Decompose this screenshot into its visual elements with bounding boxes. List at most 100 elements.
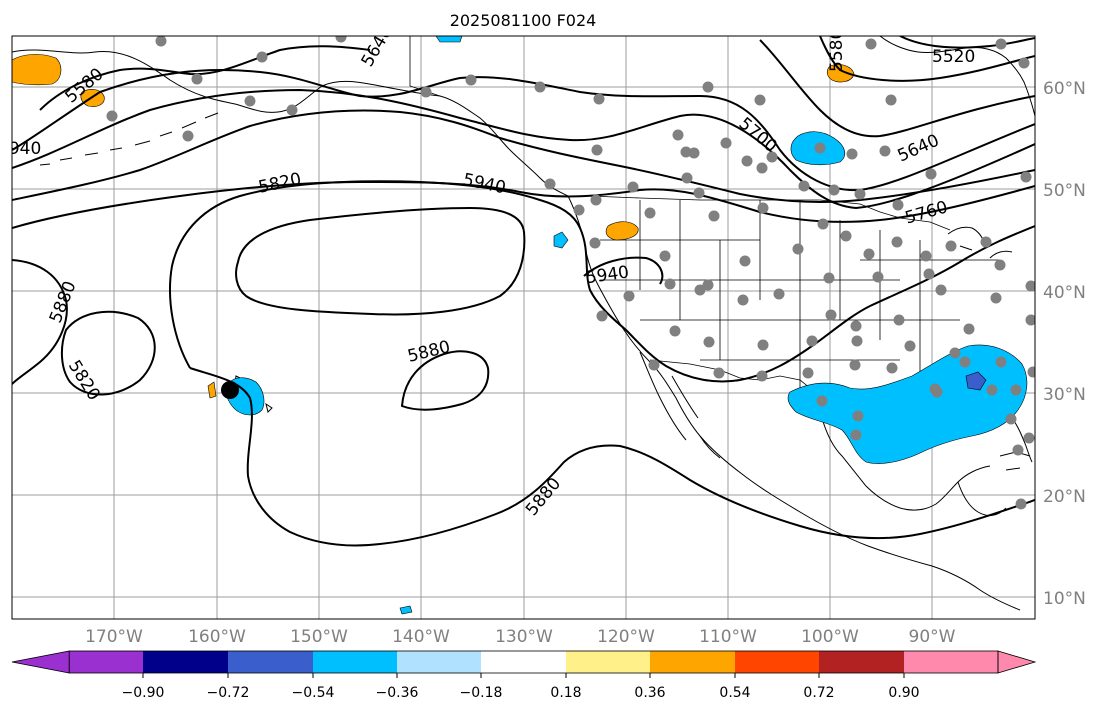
station-dot — [708, 210, 720, 222]
station-dot — [155, 36, 167, 47]
baja-california — [639, 351, 699, 441]
station-dot — [590, 194, 602, 206]
colorbar-tick-label: −0.90 — [122, 685, 165, 701]
lon-label: 160°W — [188, 627, 246, 647]
station-dot — [995, 38, 1007, 50]
lat-label: 60°N — [1043, 79, 1086, 99]
colorbar-outline — [68, 650, 999, 674]
station-dot — [892, 199, 904, 211]
contour-5880-east-pacific — [12, 259, 68, 385]
station-dot — [792, 243, 804, 255]
station-dot — [420, 86, 432, 98]
station-dot — [817, 218, 829, 230]
colorbar-segment — [228, 651, 313, 673]
station-dot — [1023, 432, 1035, 444]
storm-center-marker — [221, 381, 239, 399]
contour-5820-small-loop — [60, 310, 156, 396]
mexico-pacific-coast — [699, 435, 1021, 611]
station-dot — [846, 148, 858, 160]
station-dot — [1025, 314, 1035, 326]
colorbar-segment — [397, 651, 481, 673]
station-dot — [741, 155, 753, 167]
hudson-bay — [879, 36, 1035, 117]
station-dot — [589, 237, 601, 249]
station-dot — [850, 320, 862, 332]
height-contours — [12, 36, 1035, 547]
station-dot — [737, 294, 749, 306]
station-dot — [879, 145, 891, 157]
contour-label: 5520 — [932, 47, 975, 67]
station-dot — [1025, 280, 1035, 292]
station-dot — [694, 284, 706, 296]
station-dot — [852, 410, 864, 422]
station-dot — [627, 181, 639, 193]
contour-5820-north — [12, 180, 1035, 229]
observation-stations — [106, 36, 1035, 510]
station-dot — [963, 323, 975, 335]
station-dot — [713, 367, 725, 379]
contour-5580-canada — [819, 36, 1035, 82]
station-dot — [664, 278, 676, 290]
contour-5520 — [899, 36, 1035, 49]
colorbar-tick-label: 0.36 — [634, 685, 665, 701]
station-dot — [1020, 171, 1032, 183]
station-dot — [1010, 384, 1022, 396]
station-dot — [850, 429, 862, 441]
colorbar-extension-max — [997, 650, 1037, 674]
colorbar-segment — [143, 651, 228, 673]
station-dot — [840, 230, 852, 242]
contour-5580 — [39, 45, 371, 111]
station-dot — [256, 51, 268, 63]
station-dot — [814, 142, 826, 154]
colorbar-segment — [819, 651, 904, 673]
station-dot — [872, 271, 884, 283]
station-dot — [702, 81, 714, 93]
colorbar-segment — [69, 651, 143, 673]
station-dot — [935, 284, 947, 296]
alaska-positive-anomaly-west — [12, 54, 62, 86]
station-dot — [756, 162, 768, 174]
station-dot — [825, 309, 837, 321]
lon-label: 120°W — [597, 627, 655, 647]
station-dot — [335, 36, 347, 43]
colorbar-tick-label: −0.54 — [292, 685, 335, 701]
colorbar-segment — [481, 651, 566, 673]
colorbar-tick-label: −0.72 — [207, 685, 250, 701]
station-dot — [766, 151, 778, 163]
station-dot — [1012, 444, 1024, 456]
longitude-labels: 170°W 160°W 150°W 140°W 130°W 120°W 110°… — [85, 627, 956, 647]
station-dot — [680, 146, 692, 158]
station-dot — [823, 272, 835, 284]
station-dot — [672, 129, 684, 141]
lon-label: 170°W — [85, 627, 143, 647]
station-dot — [702, 279, 714, 291]
station-dot — [544, 178, 556, 190]
contour-5880-main — [169, 180, 1035, 383]
station-dot — [596, 310, 608, 322]
gulf-negative-anomaly-region — [787, 344, 1028, 464]
station-dot — [286, 104, 298, 116]
map-panel: 5580 5940 5820 5640 5580 5520 5700 5640 … — [0, 35, 1036, 620]
station-dot — [1015, 498, 1027, 510]
station-dot — [720, 137, 732, 149]
station-dot — [534, 81, 546, 93]
station-dot — [995, 356, 1007, 368]
station-dot — [816, 395, 828, 407]
station-dot — [182, 130, 194, 142]
station-dot — [959, 356, 971, 368]
graticule — [12, 36, 1035, 619]
station-dot — [865, 38, 877, 50]
station-dot — [980, 236, 992, 248]
colorbar-segment — [650, 651, 735, 673]
station-dot — [949, 347, 961, 359]
lon-label: 140°W — [392, 627, 450, 647]
contour-5940-north-pacific — [235, 206, 526, 316]
colorbar-extension-min — [11, 650, 70, 674]
colorbar-tick-label: 0.18 — [550, 685, 581, 701]
lat-label: 10°N — [1043, 589, 1086, 609]
station-dot — [1018, 57, 1030, 69]
lon-label: 130°W — [495, 627, 553, 647]
contour-label: 5940 — [0, 139, 41, 159]
lon-label: 90°W — [909, 627, 956, 647]
station-dot — [828, 184, 840, 196]
